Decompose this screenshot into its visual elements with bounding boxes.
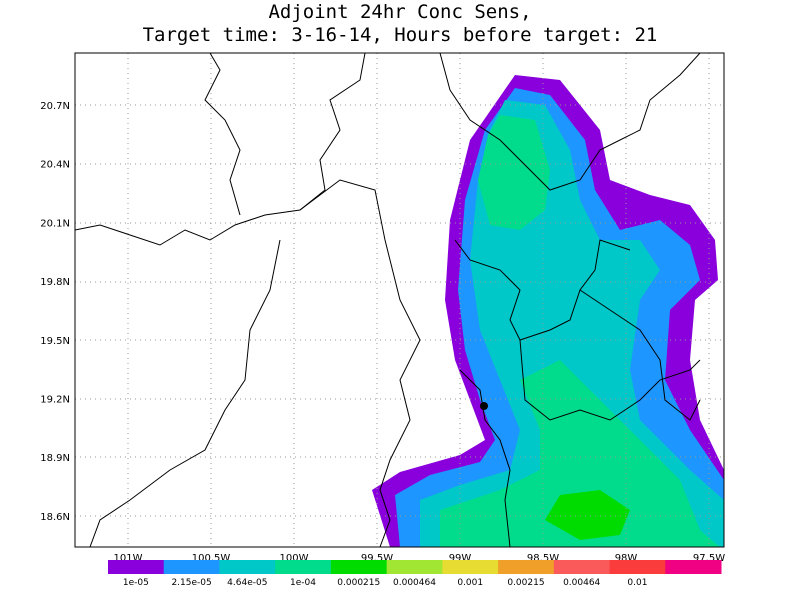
colorbar-label: 1e-04: [290, 578, 316, 588]
map-frame: [74, 52, 725, 548]
grid: [75, 53, 724, 547]
lat-label: 19.8N: [40, 277, 70, 288]
lat-label: 20.1N: [40, 218, 70, 229]
colorbar-label: 1e-05: [123, 578, 149, 588]
colorbar-swatch: [609, 560, 666, 574]
lat-label: 19.2N: [40, 395, 70, 406]
lat-label: 19.5N: [40, 336, 70, 347]
target-point: [480, 402, 488, 410]
lon-label: 100.5W: [192, 553, 231, 564]
colorbar-swatch: [386, 560, 443, 574]
lon-label: 101W: [114, 553, 143, 564]
colorbar-label: 0.00464: [563, 578, 600, 588]
lat-label: 18.9N: [40, 453, 70, 464]
colorbar-swatch: [275, 560, 332, 574]
lon-label: 98W: [615, 553, 638, 564]
colorbar-swatch: [219, 560, 276, 574]
state-borders: [75, 53, 701, 547]
title-line: Target time: 3-16-14, Hours before targe…: [143, 24, 658, 46]
colorbar-label: 2.15e-05: [171, 578, 211, 588]
colorbar-swatch: [108, 560, 165, 574]
colorbar-label: 0.000215: [337, 578, 380, 588]
colorbar-label: 0.001: [457, 578, 483, 588]
title-line: Adjoint 24hr Conc Sens,: [268, 1, 531, 23]
colorbar-label: 0.00215: [507, 578, 544, 588]
map: [75, 53, 724, 547]
colorbar-label: 0.000464: [393, 578, 436, 588]
colorbar-swatch: [330, 560, 388, 574]
lon-label: 97.5W: [693, 553, 725, 564]
colorbar-label: 4.64e-05: [227, 578, 267, 588]
colorbar-label: 0.01: [627, 578, 647, 588]
lon-label: 99W: [449, 553, 472, 564]
lat-label: 20.4N: [40, 160, 70, 171]
colorbar-swatch: [665, 560, 722, 574]
colorbar-swatch: [163, 560, 220, 574]
colorbar-swatch: [498, 560, 555, 574]
colorbar-swatch: [553, 560, 611, 574]
lon-label: 99.5W: [361, 553, 393, 564]
lon-label: 100W: [280, 553, 309, 564]
lat-label: 20.7N: [40, 101, 70, 112]
lat-label: 18.6N: [40, 512, 70, 523]
lon-label: 98.5W: [527, 553, 559, 564]
colorbar-swatch: [442, 560, 499, 574]
